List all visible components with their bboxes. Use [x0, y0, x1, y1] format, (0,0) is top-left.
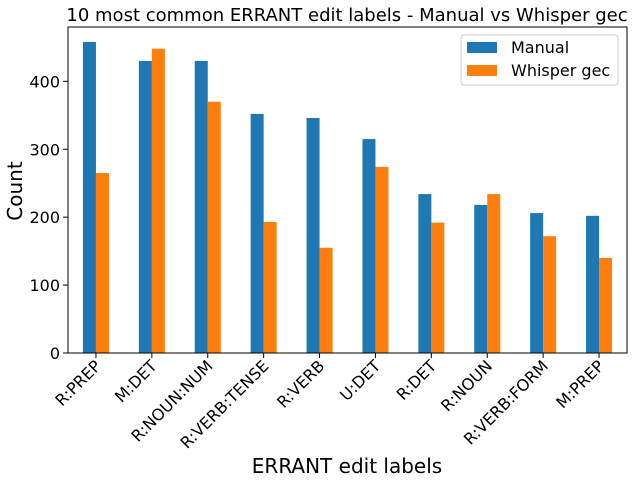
bar-manual-r-verb-tense — [250, 113, 264, 353]
bar-manual-m-prep — [586, 215, 600, 353]
x-tick-label: R:PREP — [51, 356, 105, 410]
bar-manual-r-noun — [474, 204, 488, 353]
bar-manual-r-det — [418, 194, 432, 353]
y-axis-label: Count — [3, 161, 27, 221]
bar-whisper-gec-r-prep — [95, 173, 109, 353]
bar-whisper-gec-m-det — [151, 48, 165, 353]
bar-whisper-gec-m-prep — [599, 257, 613, 353]
y-tick-label: 0 — [50, 344, 60, 363]
bar-whisper-gec-r-verb-tense — [263, 221, 277, 353]
y-tick-label: 100 — [29, 276, 60, 295]
bar-whisper-gec-r-noun — [487, 194, 501, 353]
x-tick-label: R:DET — [393, 356, 441, 404]
bar-whisper-gec-r-verb — [319, 247, 333, 353]
x-tick-label: M:PREP — [552, 356, 608, 412]
legend-swatch — [467, 42, 497, 53]
y-tick-label: 300 — [29, 140, 60, 159]
y-tick-label: 400 — [29, 72, 60, 91]
bar-manual-m-det — [138, 60, 152, 353]
bar-whisper-gec-r-det — [431, 222, 445, 353]
legend-swatch — [467, 65, 497, 76]
bar-whisper-gec-u-det — [375, 166, 389, 353]
x-tick-label: M:DET — [111, 356, 161, 406]
legend-entry: Manual — [511, 38, 569, 57]
bar-manual-r-prep — [82, 41, 96, 354]
bar-manual-r-verb — [306, 118, 320, 353]
x-tick-label: U:DET — [336, 356, 384, 404]
legend-entry: Whisper gec — [511, 61, 610, 80]
bar-whisper-gec-r-noun-num — [207, 101, 221, 353]
legend-box — [460, 34, 619, 86]
bar-whisper-gec-r-verb-form — [543, 236, 557, 353]
x-tick-label: R:VERB — [273, 356, 328, 411]
y-tick-label: 200 — [29, 208, 60, 227]
chart-title: 10 most common ERRANT edit labels - Manu… — [66, 5, 627, 26]
plot-frame — [67, 26, 628, 354]
bar-manual-r-noun-num — [194, 60, 208, 353]
bar-manual-r-verb-form — [530, 213, 544, 353]
legend: Manual Whisper gec — [460, 34, 619, 86]
x-axis-label: ERRANT edit labels — [252, 454, 442, 478]
bar-manual-u-det — [362, 139, 376, 353]
